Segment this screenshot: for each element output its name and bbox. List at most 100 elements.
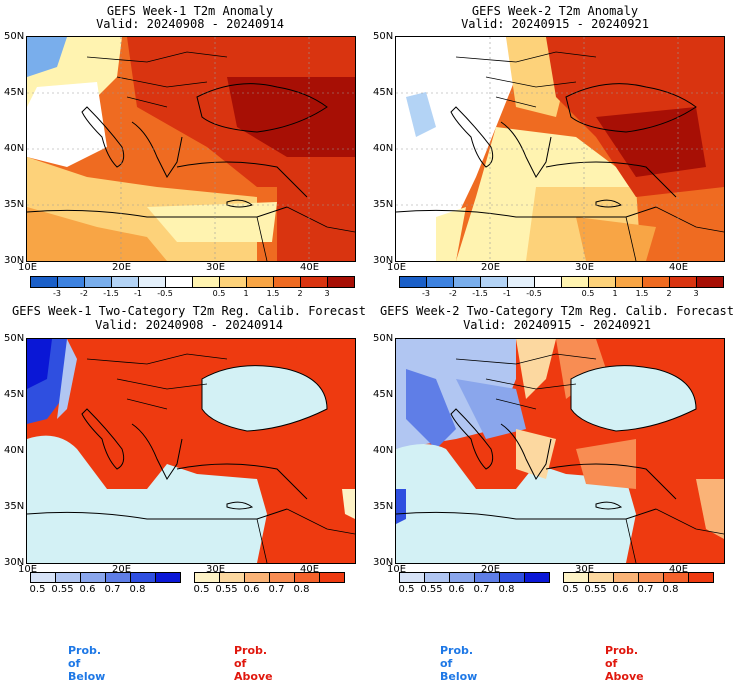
prob-above-label: Prob. of Above (234, 644, 273, 683)
colorbar-swatch (130, 572, 156, 583)
colorbar-tick-label: 0.5 (562, 584, 579, 595)
colorbar-swatch (615, 276, 643, 288)
colorbar-swatch (449, 572, 475, 583)
colorbar-swatch (111, 276, 139, 288)
lon-label: 30E (206, 262, 226, 273)
lat-label: 50N (373, 31, 394, 42)
lon-label: 40E (669, 262, 689, 273)
colorbar-swatch (273, 276, 301, 288)
map-week2-probability (395, 338, 725, 564)
prob-below-label: Prob. of Below (440, 644, 478, 683)
lon-label: 10E (18, 564, 38, 575)
colorbar-swatch (219, 276, 247, 288)
lat-label: 50N (4, 31, 25, 42)
colorbar-swatch (327, 276, 355, 288)
colorbar-tick-label: 0.8 (293, 584, 310, 595)
panel-title: GEFS Week-1 T2m Anomaly (106, 4, 274, 18)
colorbar-swatch (669, 276, 697, 288)
lon-label: 20E (112, 564, 132, 575)
lat-label: 35N (4, 501, 25, 512)
panel-valid-dates: Valid: 20240908 - 20240914 (96, 17, 284, 31)
panel-valid-dates: Valid: 20240908 - 20240914 (95, 318, 283, 332)
colorbar-tick-label: 1 (243, 289, 249, 298)
colorbar-tick-label: 1 (612, 289, 618, 298)
colorbar-tick-label: -1 (503, 289, 511, 298)
colorbar-tick-label: 1.5 (266, 289, 280, 298)
lat-label: 30N (4, 557, 25, 568)
colorbar-tick-label: -3 (422, 289, 430, 298)
lat-label: 45N (373, 389, 394, 400)
colorbar-swatch (534, 276, 562, 288)
lon-label: 30E (206, 564, 226, 575)
colorbar-tick-label: -3 (53, 289, 61, 298)
lat-label: 30N (373, 557, 394, 568)
colorbar-swatch (588, 276, 616, 288)
colorbar-swatch (499, 572, 525, 583)
colorbar-swatch (563, 572, 589, 583)
colorbar-swatch (642, 276, 670, 288)
lat-label: 35N (373, 501, 394, 512)
panel-title: GEFS Week-2 Two-Category T2m Reg. Calib.… (379, 304, 734, 318)
colorbar-swatch (696, 276, 724, 288)
panel-title: GEFS Week-2 T2m Anomaly (471, 4, 639, 18)
colorbar-tick-label: 2 (666, 289, 672, 298)
colorbar-tick-label: 3 (324, 289, 330, 298)
anomaly-colorbar-ticks: -3 -2 -1.5 -1 -0.5 0.5 1 1.5 2 3 (30, 289, 354, 301)
colorbar-swatch (663, 572, 689, 583)
lon-label: 40E (300, 564, 320, 575)
colorbar-swatch (480, 276, 508, 288)
colorbar-swatch (30, 276, 58, 288)
colorbar-swatch (269, 572, 295, 583)
above-colorbar-ticks: 0.5 0.55 0.6 0.7 0.8 (194, 584, 344, 596)
lat-label: 30N (4, 255, 25, 266)
colorbar-tick-label: 0.5 (212, 289, 226, 298)
below-colorbar-ticks: 0.5 0.55 0.6 0.7 0.8 (399, 584, 549, 596)
lat-label: 50N (373, 333, 394, 344)
colorbar-swatch (244, 572, 270, 583)
above-colorbar (563, 572, 714, 583)
lat-label: 40N (4, 143, 25, 154)
below-colorbar-ticks: 0.5 0.55 0.6 0.7 0.8 (30, 584, 180, 596)
colorbar-swatch (57, 276, 85, 288)
colorbar-swatch (30, 572, 56, 583)
colorbar-tick-label: 0.8 (129, 584, 146, 595)
lon-label: 20E (481, 564, 501, 575)
colorbar-tick-label: 0.6 (79, 584, 96, 595)
colorbar-swatch (55, 572, 81, 583)
colorbar-swatch (474, 572, 500, 583)
lon-label: 20E (481, 262, 501, 273)
colorbar-tick-label: 0.6 (243, 584, 260, 595)
colorbar-tick-label: 0.8 (498, 584, 515, 595)
lon-label: 30E (575, 262, 595, 273)
colorbar-tick-label: 0.5 (398, 584, 415, 595)
colorbar-tick-label: 1.5 (635, 289, 649, 298)
map-week1-anomaly (26, 36, 356, 262)
colorbar-tick-label: 3 (693, 289, 699, 298)
colorbar-tick-label: -0.5 (157, 289, 173, 298)
colorbar-swatch (426, 276, 454, 288)
panel-valid-dates: Valid: 20240915 - 20240921 (463, 318, 651, 332)
colorbar-tick-label: 0.7 (268, 584, 285, 595)
lon-label: 30E (575, 564, 595, 575)
colorbar-swatch (688, 572, 714, 583)
lat-label: 45N (4, 87, 25, 98)
colorbar-tick-label: 0.6 (612, 584, 629, 595)
lon-label: 40E (300, 262, 320, 273)
map-week2-anomaly (395, 36, 725, 262)
colorbar-tick-label: 0.5 (193, 584, 210, 595)
prob-above-label: Prob. of Above (605, 644, 644, 683)
colorbar-swatch (424, 572, 450, 583)
colorbar-swatch (300, 276, 328, 288)
colorbar-tick-label: -1 (134, 289, 142, 298)
colorbar-swatch (84, 276, 112, 288)
colorbar-swatch (319, 572, 345, 583)
colorbar-swatch (138, 276, 166, 288)
colorbar-swatch (399, 276, 427, 288)
lat-label: 35N (373, 199, 394, 210)
above-colorbar-ticks: 0.5 0.55 0.6 0.7 0.8 (563, 584, 713, 596)
colorbar-swatch (165, 276, 193, 288)
colorbar-swatch (638, 572, 664, 583)
colorbar-tick-label: 0.8 (662, 584, 679, 595)
lon-label: 10E (387, 564, 407, 575)
colorbar-tick-label: 0.6 (448, 584, 465, 595)
